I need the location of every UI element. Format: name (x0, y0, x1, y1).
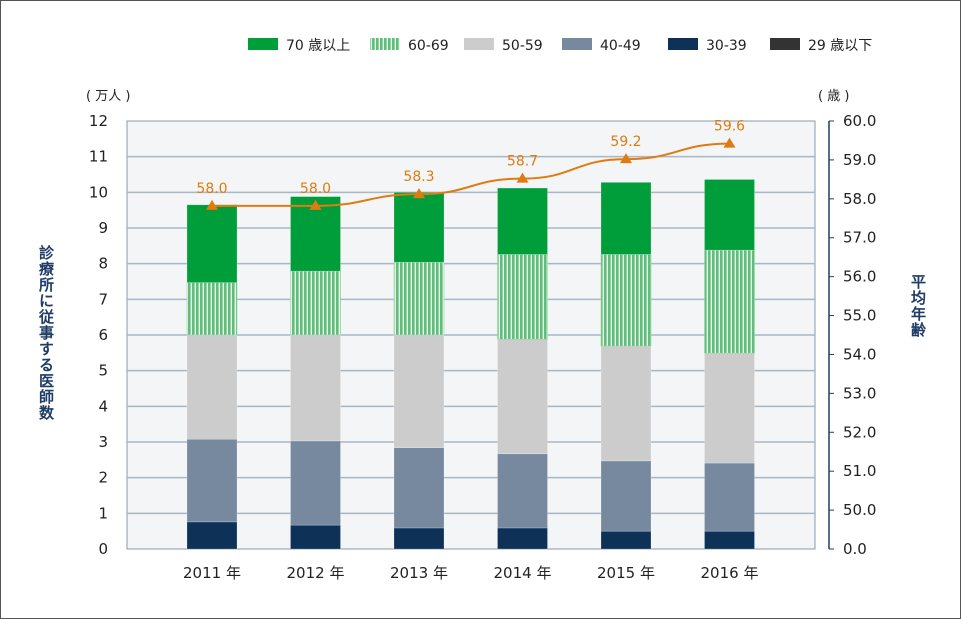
bar-segment (290, 334, 341, 442)
gridlines (127, 155, 815, 515)
left-tick-label: 2 (98, 469, 108, 487)
data-label: 58.0 (196, 181, 227, 197)
bar-segment (600, 530, 652, 550)
line-path (211, 142, 730, 207)
triangle-marker (413, 188, 425, 199)
bar-segment (393, 447, 445, 529)
legend-swatch (668, 38, 698, 50)
left-tick-label: 5 (98, 362, 108, 380)
right-tick-label: 55.0 (843, 307, 876, 325)
bar-segment (497, 338, 548, 455)
bar-segment (290, 440, 341, 526)
right-tick-label: 60.0 (843, 112, 876, 130)
bar-segment (600, 460, 652, 532)
x-tick-label: 2012 年 (287, 564, 345, 582)
right-axis-label: 平均年齢 (909, 274, 927, 338)
left-tick-label: 1 (98, 504, 108, 522)
bar-segment (704, 352, 755, 464)
triangle-marker (206, 199, 218, 210)
legend-label: 29 歳以下 (808, 38, 872, 54)
left-tick-label: 7 (98, 290, 108, 308)
average-age-line: 58.0 58.0 58.3 58.7 59.2 59.6 (196, 119, 745, 210)
bar-segment (600, 182, 652, 255)
left-tick-label: 4 (98, 397, 108, 415)
bar-segment (704, 249, 755, 354)
bar-segment (497, 453, 548, 529)
data-label: 58.7 (507, 154, 538, 170)
left-axis-unit: ( 万人 ) (86, 89, 130, 104)
left-tick-label: 9 (98, 219, 108, 237)
bar-segment (600, 345, 652, 462)
right-tick-label: 58.0 (843, 190, 876, 208)
bar-segment (186, 438, 238, 523)
data-label: 58.3 (403, 169, 434, 185)
legend-swatch (562, 38, 592, 50)
bar-segment (497, 187, 548, 255)
right-tick-label: 52.0 (843, 423, 876, 441)
bar-segment (393, 192, 445, 263)
left-tick-label: 8 (98, 255, 108, 273)
bar-segment (497, 254, 548, 340)
right-tick-label: 0.0 (843, 540, 867, 558)
data-label: 59.2 (610, 134, 641, 150)
legend-label: 40-49 (600, 38, 641, 54)
legend-label: 70 歳以上 (286, 38, 350, 54)
bar-segment (290, 524, 341, 550)
bar-segment (497, 527, 548, 550)
bar-segment (186, 334, 238, 440)
left-tick-label: 10 (89, 183, 108, 201)
legend-label: 30-39 (706, 38, 747, 54)
right-tick-label: 54.0 (843, 345, 876, 363)
legend-label: 50-59 (502, 38, 543, 54)
bar-segment (600, 254, 652, 347)
triangle-marker (723, 137, 736, 148)
x-tick-label: 2011 年 (183, 564, 241, 582)
bar-segment (186, 282, 238, 336)
bar-segment (290, 270, 341, 336)
right-tick-label: 51.0 (843, 462, 876, 480)
data-label: 58.0 (300, 181, 331, 197)
right-axis: 0.0 50.0 51.0 52.0 53.0 54.0 55.0 56.0 57.0 58.0 5… (828, 112, 876, 558)
bar-segment (393, 527, 445, 550)
data-label: 59.6 (714, 119, 745, 135)
bar-segment (393, 261, 445, 336)
x-tick-label: 2013 年 (390, 564, 448, 582)
bar-segment (704, 462, 755, 532)
x-tick-label: 2016 年 (701, 564, 759, 582)
bar-segment (186, 204, 238, 283)
bar-segment (704, 530, 755, 550)
right-tick-label: 53.0 (843, 384, 876, 402)
legend-label: 60-69 (408, 38, 449, 54)
left-tick-label: 6 (98, 326, 108, 344)
bar-segment (186, 521, 238, 550)
left-tick-label: 11 (89, 148, 108, 166)
legend-swatch (464, 38, 494, 50)
legend-swatch (770, 38, 800, 50)
bars (186, 179, 755, 550)
x-axis-ticks: 2011 年 2012 年 2013 年 2014 年 2015 年 2016 年 (183, 564, 758, 582)
legend: 70 歳以上 60-69 50-59 40-49 30-39 29 歳以下 (248, 38, 872, 54)
left-tick-label: 0 (98, 540, 108, 558)
legend-swatch (248, 38, 278, 50)
legend-swatch (370, 38, 400, 50)
triangle-marker (516, 172, 529, 183)
left-axis-label: 診療所に従事する医師数 (37, 245, 55, 421)
bar-segment (393, 334, 445, 449)
left-tick-label: 12 (89, 112, 108, 130)
x-tick-label: 2015 年 (597, 564, 655, 582)
x-tick-label: 2014 年 (494, 564, 552, 582)
bar-segment (704, 179, 755, 251)
triangle-marker (309, 199, 322, 210)
right-tick-label: 56.0 (843, 268, 876, 286)
right-tick-label: 50.0 (843, 501, 876, 519)
right-tick-label: 57.0 (843, 229, 876, 247)
left-tick-label: 3 (98, 433, 108, 451)
right-tick-label: 59.0 (843, 151, 876, 169)
right-axis-unit: ( 歳 ) (818, 89, 849, 104)
triangle-marker (620, 153, 632, 164)
